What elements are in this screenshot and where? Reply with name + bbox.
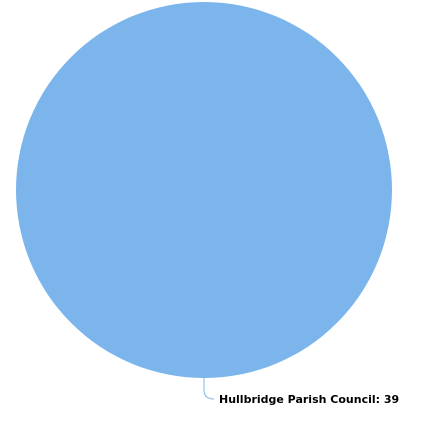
pie-slice[interactable] (16, 2, 392, 378)
pie-slices (16, 2, 392, 378)
data-labels: Hullbridge Parish Council: 39 (203, 378, 399, 406)
label-connector (203, 378, 215, 400)
slice-data-label: Hullbridge Parish Council: 39 (219, 393, 399, 406)
